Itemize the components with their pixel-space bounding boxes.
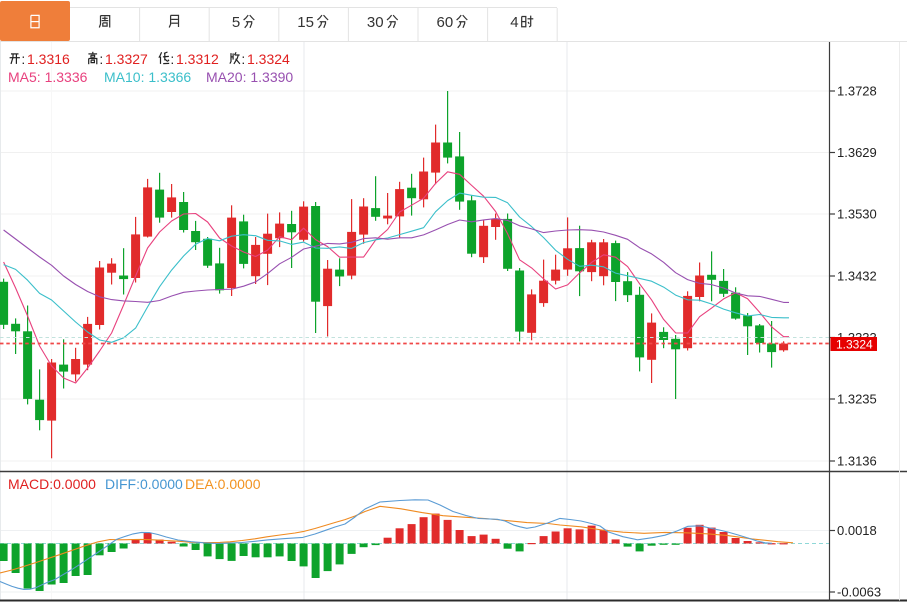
svg-text:5: 5 [232, 14, 240, 31]
svg-text:60: 60 [437, 14, 454, 31]
svg-text:1.3728: 1.3728 [837, 84, 877, 99]
svg-text:1.3324: 1.3324 [836, 337, 873, 351]
svg-text:30: 30 [367, 14, 384, 31]
svg-text:MACD:0.0000: MACD:0.0000 [8, 476, 96, 492]
svg-text:MA5: 1.3336: MA5: 1.3336 [8, 69, 88, 85]
svg-text:DEA:0.0000: DEA:0.0000 [185, 476, 261, 492]
svg-text::: : [99, 51, 103, 67]
svg-text:MA20: 1.3390: MA20: 1.3390 [206, 69, 293, 85]
svg-text:1.3432: 1.3432 [837, 269, 877, 284]
svg-text:MA10: 1.3366: MA10: 1.3366 [104, 69, 191, 85]
svg-text:1.3312: 1.3312 [176, 51, 219, 67]
svg-text::: : [241, 51, 245, 67]
svg-text:15: 15 [297, 14, 314, 31]
svg-text::: : [21, 51, 25, 67]
svg-text:1.3316: 1.3316 [27, 51, 70, 67]
svg-text::: : [170, 51, 174, 67]
svg-text:1.3324: 1.3324 [247, 51, 290, 67]
svg-text:1.3235: 1.3235 [837, 392, 877, 407]
svg-text:-0.0063: -0.0063 [837, 585, 881, 600]
svg-text:1.3327: 1.3327 [105, 51, 148, 67]
svg-text:1.3530: 1.3530 [837, 207, 877, 222]
svg-text:0.0018: 0.0018 [837, 523, 877, 538]
svg-text:4: 4 [510, 14, 518, 31]
svg-text:DIFF:0.0000: DIFF:0.0000 [105, 476, 183, 492]
svg-text:1.3629: 1.3629 [837, 145, 877, 160]
svg-text:1.3136: 1.3136 [837, 454, 877, 469]
